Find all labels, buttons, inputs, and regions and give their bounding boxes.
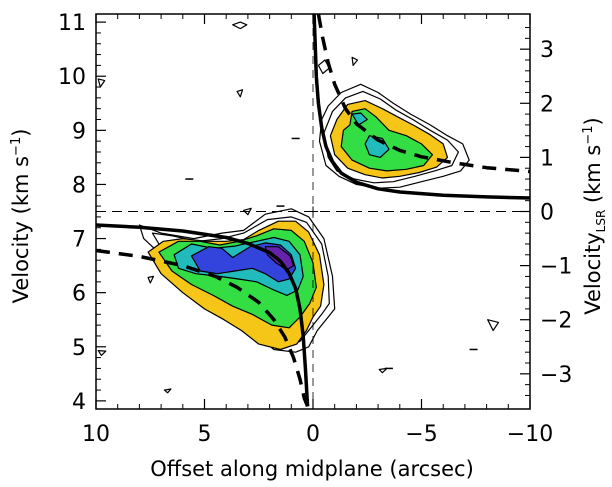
right-y-tick-label: 1: [540, 146, 554, 171]
contour-green-10: [340, 108, 433, 172]
x-tick-label: 10: [82, 422, 110, 447]
contour-outer-15: [236, 89, 244, 98]
y-axis-title-main: Velocity (km s: [9, 156, 33, 303]
contour-outer-17: [351, 56, 359, 67]
contour-low-8: [323, 90, 459, 184]
x-axis-title: Offset along midplane (arcsec): [150, 457, 474, 481]
x-tick-label: −5: [405, 422, 437, 447]
curve-layer: [95, 13, 531, 407]
y-axis-title-close: ): [9, 129, 33, 137]
contour-outer-7: [318, 83, 470, 189]
contour-outer-21: [487, 319, 500, 332]
y-tick-label: 5: [72, 336, 86, 361]
y-tick-label: 4: [72, 390, 86, 415]
solid-curve-1: [312, 13, 531, 200]
y-tick-label: 9: [72, 119, 86, 144]
contour-outer-13: [232, 21, 248, 30]
right-y-tick-label: 2: [540, 92, 554, 117]
marker-layer: [185, 137, 478, 370]
y-tick-label: 10: [58, 65, 86, 90]
y-tick-label: 8: [72, 173, 86, 198]
y-axis-title-superscript: −1: [9, 137, 24, 156]
y-tick-label: 7: [72, 228, 86, 253]
x-tick-label: 5: [198, 422, 212, 447]
right-y-tick-label: −2: [540, 309, 572, 334]
y-tick-label: 11: [58, 11, 86, 36]
right-y-axis-title-close: ): [581, 117, 605, 125]
solid-curve-0: [95, 223, 310, 407]
center-marker: [308, 206, 318, 217]
dashed-curve-2: [95, 248, 310, 407]
right-y-tick-label: 3: [540, 38, 554, 63]
right-y-axis-title-subscript: LSR: [594, 210, 608, 233]
right-y-axis-title: VelocityLSR (km s−1): [581, 117, 608, 315]
contour-outer-19: [147, 275, 155, 284]
right-y-tick-label: 0: [540, 201, 554, 226]
x-tick-label: 0: [306, 422, 320, 447]
x-tick-label: −10: [507, 422, 553, 447]
y-tick-label: 6: [72, 282, 86, 307]
right-y-tick-label: −3: [540, 363, 572, 388]
y-axis-title: Velocity (km s−1): [9, 129, 33, 304]
contour-outer-14: [97, 78, 106, 88]
right-y-axis-title-main: Velocity: [581, 232, 605, 314]
contour-outer-22: [378, 367, 388, 374]
contour-outer-20: [97, 350, 107, 356]
right-y-axis-title-unit: (km s: [581, 145, 605, 210]
contour-outer-23: [163, 388, 172, 394]
right-y-tick-label: −1: [540, 255, 572, 280]
contour-layer: [97, 21, 500, 394]
right-y-axis-title-superscript: −1: [581, 125, 596, 144]
